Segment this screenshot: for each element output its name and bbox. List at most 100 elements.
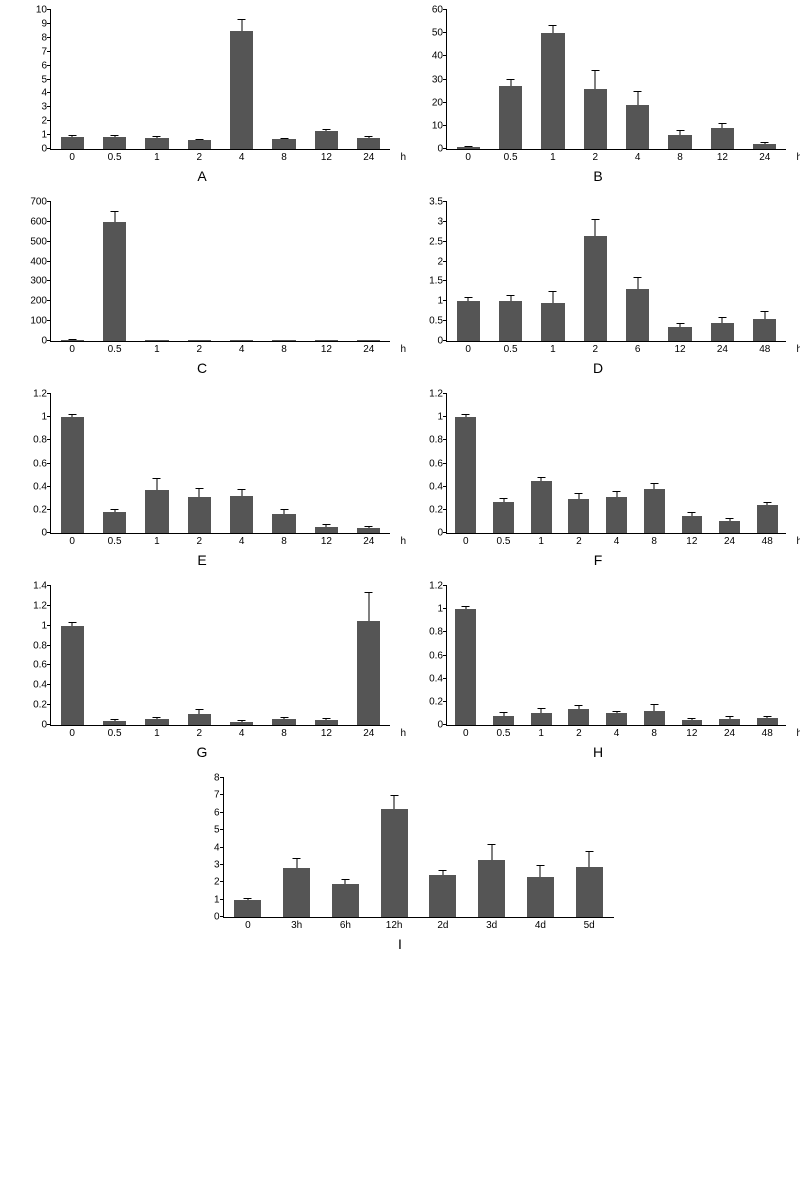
panel-label: D <box>593 360 603 376</box>
xtick-label: 12 <box>673 725 711 739</box>
xtick-label: 0 <box>447 149 489 163</box>
xtick-label: 8 <box>635 725 673 739</box>
xtick-label: 0.5 <box>93 725 135 739</box>
panel-label: C <box>197 360 207 376</box>
ytick-label: 0.2 <box>17 504 47 515</box>
bar <box>188 714 211 725</box>
ytick-label: 6 <box>17 60 47 71</box>
bar <box>757 505 778 533</box>
chart-A: 01234567891000.512481224h <box>50 10 390 150</box>
bar <box>584 236 607 341</box>
xtick-label: 0 <box>447 725 485 739</box>
bar <box>606 497 627 533</box>
bar <box>272 514 295 533</box>
xtick-label: 2 <box>560 533 598 547</box>
ytick-label: 0 <box>17 528 47 539</box>
ytick-label: 0 <box>413 720 443 731</box>
ytick-label: 7 <box>190 790 220 801</box>
ytick-label: 50 <box>413 28 443 39</box>
xtick-label: 1 <box>136 341 178 355</box>
ytick-label: 500 <box>17 236 47 247</box>
ytick-label: 0 <box>413 528 443 539</box>
xtick-label: 6h <box>321 917 370 931</box>
xtick-label: 8 <box>659 149 701 163</box>
ytick-label: 0.8 <box>413 435 443 446</box>
bar <box>455 417 476 533</box>
bar <box>753 319 776 341</box>
ytick-label: 0.4 <box>17 680 47 691</box>
xtick-label: 4 <box>598 725 636 739</box>
xtick-label: 12 <box>305 341 347 355</box>
ytick-label: 6 <box>190 807 220 818</box>
ytick-label: 30 <box>413 74 443 85</box>
bar <box>711 323 734 341</box>
ytick-label: 300 <box>17 276 47 287</box>
bar <box>527 877 554 917</box>
bar <box>103 512 126 533</box>
bar <box>357 138 380 149</box>
bar <box>576 867 603 917</box>
ytick-label: 0.6 <box>413 650 443 661</box>
bar <box>478 860 505 917</box>
xtick-label: 12 <box>673 533 711 547</box>
panel-label: A <box>197 168 206 184</box>
ytick-label: 3 <box>190 859 220 870</box>
bar <box>626 105 649 149</box>
ytick-label: 8 <box>17 32 47 43</box>
ytick-label: 0.8 <box>17 435 47 446</box>
x-unit: h <box>400 344 406 355</box>
ytick-label: 20 <box>413 97 443 108</box>
xtick-label: 1 <box>532 149 574 163</box>
ytick-label: 1 <box>190 894 220 905</box>
xtick-label: 12 <box>659 341 701 355</box>
xtick-label: 1 <box>522 533 560 547</box>
xtick-label: 12 <box>701 149 743 163</box>
xtick-label: 24 <box>348 725 390 739</box>
ytick-label: 0 <box>413 336 443 347</box>
bar <box>499 301 522 341</box>
ytick-label: 0.5 <box>413 316 443 327</box>
ytick-label: 400 <box>17 256 47 267</box>
ytick-label: 0.6 <box>17 660 47 671</box>
panel-B: 010203040506000.512481224hB <box>406 10 790 184</box>
bar <box>499 86 522 149</box>
xtick-label: 3d <box>467 917 516 931</box>
x-unit: h <box>400 728 406 739</box>
xtick-label: 0.5 <box>489 149 531 163</box>
ytick-label: 0 <box>17 144 47 155</box>
ytick-label: 10 <box>413 120 443 131</box>
xtick-label: 2 <box>178 149 220 163</box>
ytick-label: 100 <box>17 316 47 327</box>
xtick-label: 2 <box>574 341 616 355</box>
bar <box>455 609 476 725</box>
bar <box>188 140 211 149</box>
ytick-label: 0.2 <box>17 700 47 711</box>
chart-H: 00.20.40.60.811.200.51248122448h <box>446 586 786 726</box>
ytick-label: 5 <box>190 825 220 836</box>
ytick-label: 5 <box>17 74 47 85</box>
bar <box>332 884 359 917</box>
ytick-label: 3.5 <box>413 197 443 208</box>
x-unit: h <box>400 152 406 163</box>
ytick-label: 2 <box>413 256 443 267</box>
xtick-label: 2 <box>574 149 616 163</box>
ytick-label: 1 <box>413 412 443 423</box>
bar <box>644 489 665 533</box>
xtick-label: 2d <box>419 917 468 931</box>
xtick-label: 0 <box>447 341 489 355</box>
ytick-label: 1 <box>17 620 47 631</box>
xtick-label: 2 <box>178 725 220 739</box>
xtick-label: 4 <box>598 533 636 547</box>
xtick-label: 4d <box>516 917 565 931</box>
xtick-label: 24 <box>711 533 749 547</box>
xtick-label: 0 <box>224 917 273 931</box>
xtick-label: 6 <box>617 341 659 355</box>
xtick-label: 24 <box>348 341 390 355</box>
xtick-label: 0.5 <box>93 533 135 547</box>
bar <box>61 137 84 150</box>
panel-label: I <box>398 936 402 952</box>
xtick-label: 2 <box>178 533 220 547</box>
bar <box>682 516 703 533</box>
xtick-label: 0 <box>51 341 93 355</box>
xtick-label: 12 <box>305 533 347 547</box>
